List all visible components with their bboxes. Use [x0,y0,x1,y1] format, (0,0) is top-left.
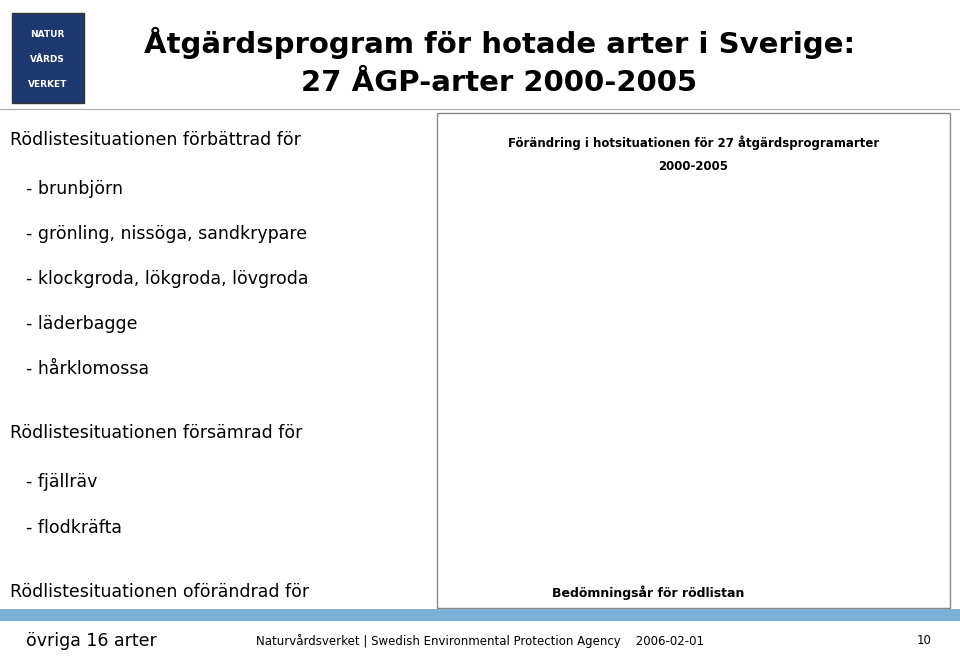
Bar [685,236,759,287]
Bar [537,513,611,576]
Bar [537,299,611,412]
Bar [685,500,759,576]
Y-axis label: Antal arter: Antal arter [445,354,459,421]
Text: 27 ÅGP-arter 2000-2005: 27 ÅGP-arter 2000-2005 [301,69,697,97]
Text: Rödlistesituationen förbättrad för: Rödlistesituationen förbättrad för [10,130,300,148]
Bar [537,412,611,513]
Text: Rödlistesituationen oförändrad för: Rödlistesituationen oförändrad för [10,583,309,601]
Text: - fjällräv: - fjällräv [27,473,98,491]
Text: - hårklomossa: - hårklomossa [27,360,150,378]
Text: Bedömningsår för rödlistan: Bedömningsår för rödlistan [552,586,744,600]
Text: 10: 10 [917,634,931,647]
Text: - brunbjörn: - brunbjörn [27,179,124,197]
Bar [685,362,759,425]
Bar [685,425,759,500]
Text: VERKET: VERKET [28,80,67,89]
Bar [685,287,759,362]
Text: Förändring i hotsituationen för 27 åtgärdsprogramarter: Förändring i hotsituationen för 27 åtgär… [508,135,879,150]
Text: - flodkräfta: - flodkräfta [27,518,123,536]
Bar [537,236,611,299]
Text: VÅRDS: VÅRDS [30,55,65,64]
Text: Åtgärdsprogram för hotade arter i Sverige:: Åtgärdsprogram för hotade arter i Sverig… [144,27,854,59]
Text: Rödlistesituationen försämrad för: Rödlistesituationen försämrad för [10,424,302,442]
Text: 2000-2005: 2000-2005 [659,160,729,173]
Text: - grönling, nissöga, sandkrypare: - grönling, nissöga, sandkrypare [27,224,307,242]
Text: NATUR: NATUR [31,30,64,39]
Text: Naturvårdsverket | Swedish Environmental Protection Agency    2006-02-01: Naturvårdsverket | Swedish Environmental… [256,634,704,648]
Text: övriga 16 arter: övriga 16 arter [27,632,157,650]
Text: - läderbagge: - läderbagge [27,314,138,333]
Text: - klockgroda, lökgroda, lövgroda: - klockgroda, lökgroda, lövgroda [27,269,309,288]
